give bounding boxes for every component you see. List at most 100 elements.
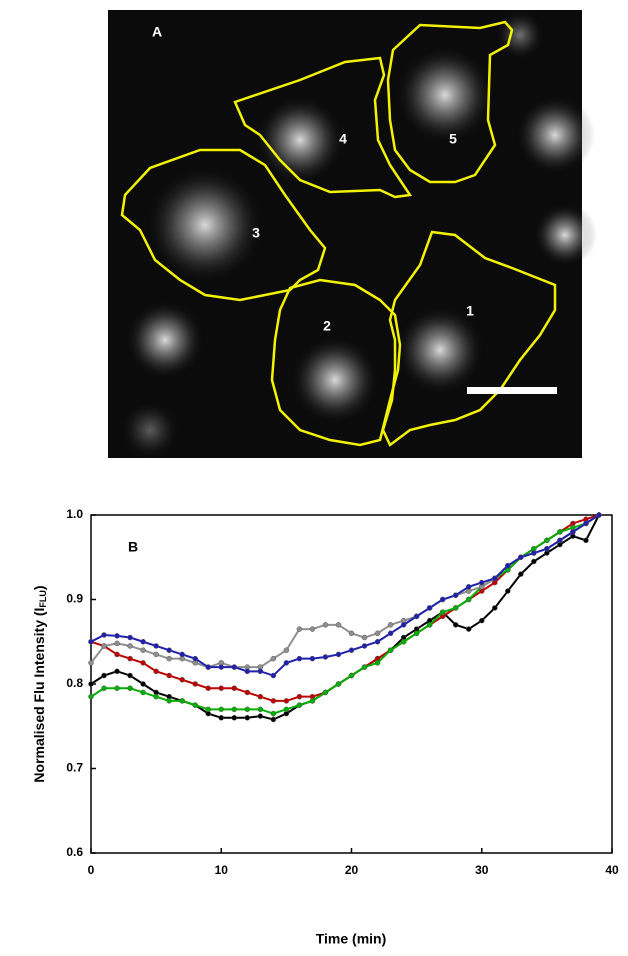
scale-bar bbox=[467, 387, 557, 394]
data-point bbox=[283, 660, 290, 666]
series-line bbox=[90, 514, 600, 702]
data-point bbox=[335, 681, 342, 687]
cell-outline bbox=[381, 230, 557, 447]
data-point bbox=[270, 710, 277, 717]
data-point bbox=[114, 640, 120, 647]
cell-label: 1 bbox=[466, 303, 474, 319]
data-point bbox=[205, 706, 211, 713]
data-point bbox=[570, 529, 576, 535]
data-point bbox=[322, 654, 329, 660]
data-point bbox=[101, 643, 107, 649]
data-point bbox=[244, 689, 251, 696]
data-point bbox=[465, 584, 472, 590]
cell-label: 2 bbox=[323, 318, 331, 334]
data-point bbox=[166, 655, 172, 662]
data-point bbox=[400, 622, 407, 628]
data-point bbox=[231, 715, 238, 721]
data-point bbox=[231, 664, 238, 670]
panel-label: A bbox=[152, 24, 162, 40]
data-point bbox=[439, 609, 446, 615]
y-tick-label: 1.0 bbox=[66, 507, 83, 521]
data-point bbox=[374, 660, 381, 666]
data-point bbox=[88, 660, 94, 666]
data-point bbox=[127, 634, 133, 641]
data-point bbox=[531, 550, 537, 556]
data-point bbox=[452, 605, 459, 611]
data-point bbox=[88, 693, 94, 700]
data-point bbox=[596, 512, 602, 518]
data-point bbox=[361, 643, 368, 649]
data-point bbox=[309, 698, 316, 704]
data-point bbox=[322, 622, 329, 628]
cell-outline bbox=[386, 20, 514, 184]
data-point bbox=[140, 639, 146, 645]
data-point bbox=[557, 529, 563, 535]
data-point bbox=[270, 655, 277, 662]
y-tick-label: 0.7 bbox=[66, 761, 83, 775]
data-point bbox=[426, 605, 433, 611]
x-axis-title: Time (min) bbox=[316, 931, 387, 947]
data-point bbox=[153, 643, 159, 649]
data-point bbox=[413, 613, 420, 620]
data-point bbox=[518, 554, 524, 560]
data-point bbox=[583, 520, 589, 527]
data-point bbox=[283, 647, 290, 653]
data-point bbox=[153, 651, 159, 658]
data-point bbox=[101, 632, 107, 638]
data-point bbox=[140, 660, 146, 666]
data-point bbox=[452, 622, 459, 628]
data-point bbox=[192, 681, 198, 687]
data-point bbox=[140, 681, 146, 687]
cell-outline bbox=[233, 56, 413, 199]
data-point bbox=[205, 664, 211, 670]
y-axis-title-sub: FLU bbox=[38, 590, 48, 608]
series-line bbox=[90, 514, 600, 715]
data-point bbox=[114, 668, 120, 675]
y-axis-title: Normalised Flu Intensity (IFLU) bbox=[31, 585, 49, 782]
data-point bbox=[557, 537, 563, 544]
data-point bbox=[127, 672, 133, 679]
data-point bbox=[114, 685, 120, 691]
data-point bbox=[179, 698, 185, 704]
data-point bbox=[270, 672, 277, 679]
data-point bbox=[257, 668, 264, 675]
fluorescence bbox=[120, 10, 597, 460]
panel-label: B bbox=[128, 539, 138, 555]
data-point bbox=[544, 537, 550, 544]
series-line bbox=[90, 514, 600, 677]
x-tick-label: 10 bbox=[215, 863, 229, 877]
data-point bbox=[179, 677, 185, 683]
x-tick-label: 30 bbox=[475, 863, 489, 877]
data-point bbox=[244, 715, 251, 721]
data-point bbox=[531, 558, 537, 565]
data-point bbox=[166, 672, 172, 679]
data-point bbox=[426, 622, 433, 628]
data-point bbox=[309, 655, 316, 662]
data-point bbox=[166, 698, 172, 704]
data-point bbox=[583, 537, 589, 544]
data-point bbox=[348, 647, 355, 653]
cell-label: 4 bbox=[339, 131, 347, 147]
data-point bbox=[465, 596, 472, 603]
data-point bbox=[101, 685, 107, 691]
data-point bbox=[439, 596, 446, 603]
data-point bbox=[88, 639, 94, 645]
data-point bbox=[348, 672, 355, 679]
data-point bbox=[114, 633, 120, 639]
data-point bbox=[283, 706, 290, 713]
plot-frame bbox=[90, 514, 613, 854]
series-line bbox=[90, 514, 600, 669]
cell-outline bbox=[120, 148, 327, 302]
cell-label: 5 bbox=[449, 131, 457, 147]
data-point bbox=[153, 693, 159, 700]
data-point bbox=[452, 592, 459, 599]
y-axis-title-text: Normalised Flu Intensity (I bbox=[31, 608, 47, 783]
data-point bbox=[127, 655, 133, 662]
data-point bbox=[505, 588, 511, 594]
data-point bbox=[413, 630, 420, 637]
data-point bbox=[244, 706, 251, 713]
data-point bbox=[374, 630, 381, 637]
data-point bbox=[387, 647, 394, 653]
data-point bbox=[140, 689, 146, 696]
